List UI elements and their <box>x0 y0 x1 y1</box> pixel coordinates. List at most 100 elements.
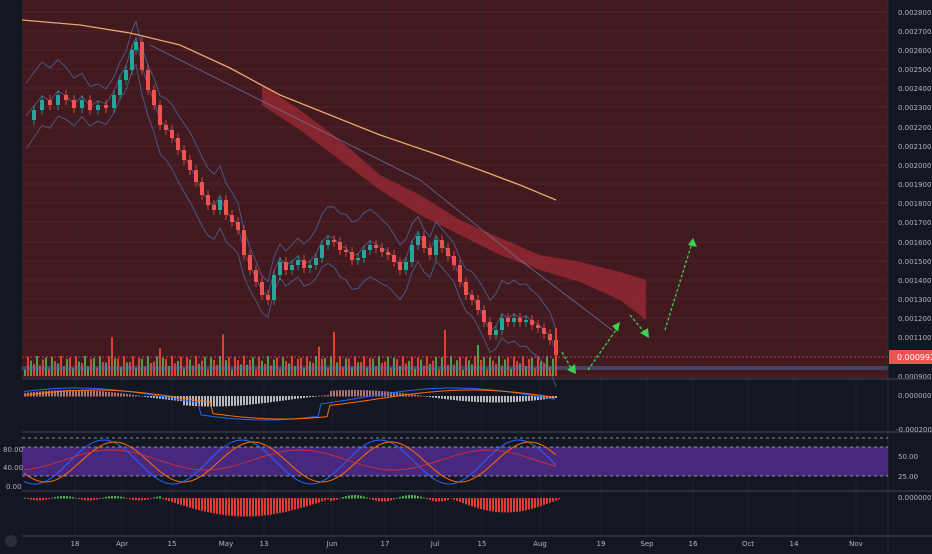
volume-bar <box>453 364 455 376</box>
osc-hist-bar <box>381 498 383 502</box>
osc-hist-bar <box>168 498 170 502</box>
candle-body <box>548 334 552 340</box>
osc-hist-bar <box>84 498 86 501</box>
time-label: Sep <box>640 540 654 548</box>
candle-body <box>248 255 252 270</box>
osc-hist-bar <box>444 498 446 501</box>
volume-bar <box>501 365 503 376</box>
macd-hist-bar <box>255 396 257 404</box>
osc-hist-bar <box>192 498 194 509</box>
candle-body <box>452 256 456 265</box>
osc-hist-bar <box>162 498 164 500</box>
candle-body <box>446 248 450 256</box>
macd-hist-bar <box>219 396 221 407</box>
osc-hist-bar <box>72 497 74 499</box>
osc-hist-bar <box>216 498 218 514</box>
candle-body <box>344 250 348 252</box>
macd-hist-bar <box>390 391 392 397</box>
macd-hist-bar <box>486 396 488 403</box>
volume-bar <box>303 368 305 376</box>
macd-hist-bar <box>426 396 428 397</box>
tradingview-logo-icon[interactable] <box>5 535 17 547</box>
arrowhead-2 <box>612 322 620 332</box>
candle-body <box>428 248 432 255</box>
osc-hist-bar <box>483 498 485 510</box>
macd-hist-bar <box>474 396 476 402</box>
time-label: 19 <box>597 540 606 548</box>
macd-hist-bar <box>216 396 218 407</box>
macd-hist-bar <box>288 396 290 400</box>
macd-hist-bar <box>387 391 389 397</box>
osc-hist-bar <box>222 498 224 515</box>
candle-body <box>170 130 174 138</box>
price-tick-label: 0.002600 <box>898 47 931 55</box>
osc-hist-bar <box>270 498 272 515</box>
osc-hist-bar <box>471 498 473 507</box>
macd-hist-bar <box>105 391 107 397</box>
macd-hist-bar <box>330 390 332 397</box>
price-tick-label: 0.002000 <box>898 162 931 170</box>
candle-body <box>404 262 408 270</box>
macd-hist-bar <box>150 396 152 398</box>
main-pane[interactable] <box>22 0 888 378</box>
time-label: 17 <box>381 540 390 548</box>
osc-hist-bar <box>531 498 533 509</box>
arrow-up-2 <box>664 242 693 331</box>
volume-bar <box>207 369 209 376</box>
osc-hist-bar <box>231 498 233 516</box>
osc-hist-bar <box>330 498 332 502</box>
osc-hist-bar <box>240 498 242 517</box>
osc-hist-bar <box>48 498 50 500</box>
osc-hist-bar <box>60 496 62 499</box>
candle-body <box>104 105 108 108</box>
volume-bar <box>351 367 353 376</box>
macd-hist-bar <box>243 396 245 406</box>
ichimoku-cloud <box>262 85 646 320</box>
ma-slow-line <box>21 19 557 201</box>
macd-tick-low: -0.000200 <box>896 426 932 434</box>
volume-bar <box>255 369 257 376</box>
candle-body <box>482 310 486 322</box>
osc-hist-bar <box>246 498 248 517</box>
macd-hist-bar <box>336 390 338 397</box>
osc-hist-bar <box>405 495 407 499</box>
osc-hist-bar <box>516 498 518 512</box>
volume-bar <box>477 344 479 376</box>
price-axis[interactable]: 0.002800 0.002700 0.002600 0.002500 0.002400… <box>898 9 931 381</box>
osc-hist-bar <box>489 498 491 512</box>
candle-body <box>434 240 438 255</box>
macd-hist-bar <box>372 390 374 397</box>
osc-hist-bar <box>99 498 101 499</box>
candle-body <box>48 100 52 105</box>
candle-body <box>32 110 36 120</box>
volume-ma-band <box>22 366 888 370</box>
candle-body <box>158 105 162 125</box>
osc-hist-bar <box>75 497 77 499</box>
macd-hist-bar <box>102 391 104 397</box>
osc-hist-bar <box>510 498 512 513</box>
candle-body <box>356 258 360 260</box>
time-label: Apr <box>116 540 128 548</box>
macd-hist-bar <box>540 396 542 400</box>
osc-hist-bar <box>453 498 455 500</box>
osc-hist-bar <box>267 498 269 516</box>
osc-hist-bar <box>378 498 380 502</box>
osc-hist-bar <box>402 496 404 499</box>
time-axis[interactable]: 18 Apr 15 May 13 Jun 17 Jul 15 Aug 19 Sep 16 Oct 14 Nov <box>71 540 863 548</box>
macd-hist-bar <box>408 393 410 397</box>
candle-body <box>64 95 68 100</box>
candle-body <box>350 252 354 260</box>
osc-hist-bar <box>390 498 392 501</box>
osc-hist-bar <box>552 498 554 502</box>
osc-hist-bar <box>126 498 128 499</box>
osc-hist-bar <box>462 498 464 504</box>
volume-bar <box>120 367 122 376</box>
volume-bar <box>534 368 536 376</box>
macd-hist-bar <box>465 396 467 402</box>
osc-hist-bar <box>174 498 176 504</box>
candle-body <box>368 245 372 250</box>
macd-hist-bar <box>468 396 470 402</box>
macd-hist-bar <box>516 396 518 402</box>
